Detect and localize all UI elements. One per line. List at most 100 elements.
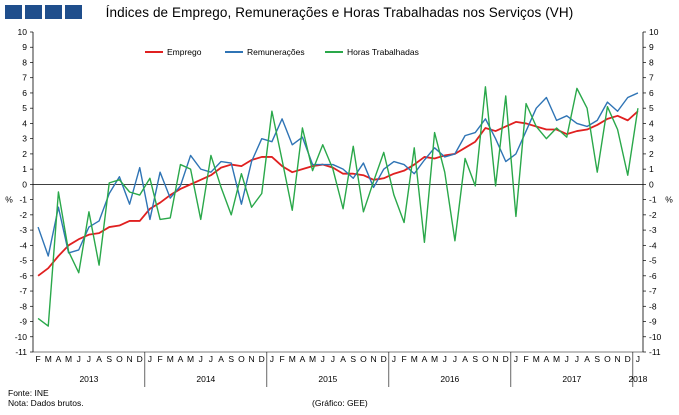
- y-tick-label-right: 5: [649, 103, 654, 113]
- x-tick-label-month: F: [401, 354, 406, 364]
- y-tick-label-left: 8: [22, 57, 27, 67]
- x-tick-label-month: S: [350, 354, 356, 364]
- x-tick-label-month: M: [553, 354, 560, 364]
- y-tick-label-right: 8: [649, 57, 654, 67]
- y-tick-label-right: -7: [649, 286, 657, 296]
- legend-label-horas: Horas Trabalhadas: [347, 47, 419, 57]
- x-tick-label-year: 2015: [318, 374, 337, 384]
- y-tick-label-right: 4: [649, 118, 654, 128]
- x-tick-label-month: M: [411, 354, 418, 364]
- y-tick-label-right: -6: [649, 271, 657, 281]
- y-tick-label-left: 10: [18, 27, 28, 37]
- y-tick-label-left: -11: [15, 347, 27, 357]
- logo: [5, 5, 82, 19]
- x-tick-label-month: M: [65, 354, 72, 364]
- x-tick-label-month: D: [381, 354, 387, 364]
- x-tick-label-month: J: [321, 354, 325, 364]
- x-tick-label-month: J: [514, 354, 518, 364]
- x-tick-label-month: O: [238, 354, 245, 364]
- source-text: Fonte: INE: [8, 388, 49, 398]
- x-tick-label-month: M: [533, 354, 540, 364]
- y-tick-label-left: 5: [22, 103, 27, 113]
- x-tick-label-month: N: [249, 354, 255, 364]
- x-tick-label-month: J: [453, 354, 457, 364]
- x-tick-label-month: A: [218, 354, 224, 364]
- x-tick-label-month: J: [199, 354, 203, 364]
- x-tick-label-month: D: [137, 354, 143, 364]
- x-tick-label-year: 2014: [196, 374, 215, 384]
- y-tick-label-left: -9: [19, 317, 27, 327]
- x-tick-label-month: A: [544, 354, 550, 364]
- x-tick-label-month: S: [228, 354, 234, 364]
- y-tick-label-left: 4: [22, 118, 27, 128]
- x-tick-label-month: F: [523, 354, 528, 364]
- x-tick-label-month: O: [116, 354, 123, 364]
- x-tick-label-month: S: [594, 354, 600, 364]
- legend-label-remuneracoes: Remunerações: [247, 47, 305, 57]
- x-tick-label-year: 2017: [562, 374, 581, 384]
- x-tick-label-month: A: [56, 354, 62, 364]
- x-tick-label-month: N: [493, 354, 499, 364]
- x-tick-label-year: 2016: [440, 374, 459, 384]
- note-text: Nota: Dados brutos.: [8, 398, 84, 408]
- y-tick-label-right: -9: [649, 317, 657, 327]
- x-tick-label-year: 2018: [628, 374, 647, 384]
- y-tick-label-left: 1: [22, 164, 27, 174]
- x-tick-label-month: O: [360, 354, 367, 364]
- logo-block: [45, 5, 62, 19]
- y-tick-label-right: -3: [649, 225, 657, 235]
- x-tick-label-month: J: [148, 354, 152, 364]
- y-tick-label-left: -10: [15, 332, 28, 342]
- y-tick-label-right: -11: [649, 347, 661, 357]
- y-tick-label-right: 0: [649, 179, 654, 189]
- x-tick-label-month: M: [309, 354, 316, 364]
- x-tick-label-month: M: [431, 354, 438, 364]
- y-tick-label-right: -8: [649, 301, 657, 311]
- y-tick-label-right: 3: [649, 134, 654, 144]
- x-tick-label-month: S: [472, 354, 478, 364]
- x-tick-label-month: D: [625, 354, 631, 364]
- y-tick-label-right: 7: [649, 73, 654, 83]
- legend-label-emprego: Emprego: [167, 47, 202, 57]
- x-tick-label-month: D: [259, 354, 265, 364]
- chart-title: Índices de Emprego, Remunerações e Horas…: [105, 5, 574, 20]
- x-tick-label-month: J: [331, 354, 335, 364]
- y-tick-label-left: 9: [22, 42, 27, 52]
- logo-block: [25, 5, 42, 19]
- y-tick-label-left: -3: [19, 225, 27, 235]
- x-tick-label-month: J: [270, 354, 274, 364]
- x-tick-label-month: J: [87, 354, 91, 364]
- logo-block: [65, 5, 82, 19]
- y-tick-label-right: 2: [649, 149, 654, 159]
- x-tick-label-month: O: [604, 354, 611, 364]
- x-tick-label-month: S: [106, 354, 112, 364]
- y-tick-label-right: -4: [649, 240, 657, 250]
- x-tick-label-month: A: [96, 354, 102, 364]
- y-tick-label-left: 7: [22, 73, 27, 83]
- y-tick-label-right: 1: [649, 164, 654, 174]
- x-tick-label-month: F: [279, 354, 284, 364]
- y-tick-label-right: -5: [649, 256, 657, 266]
- x-tick-label-month: M: [167, 354, 174, 364]
- y-tick-label-right: -10: [649, 332, 662, 342]
- x-tick-label-month: J: [565, 354, 569, 364]
- y-tick-label-left: -4: [19, 240, 27, 250]
- x-tick-label-month: A: [300, 354, 306, 364]
- x-tick-label-month: A: [462, 354, 468, 364]
- y-tick-label-left: 0: [22, 179, 27, 189]
- x-tick-label-month: N: [127, 354, 133, 364]
- series-line-emprego: [37, 110, 639, 277]
- x-tick-label-month: J: [209, 354, 213, 364]
- x-tick-label-year: 2013: [79, 374, 98, 384]
- x-tick-label-month: M: [289, 354, 296, 364]
- x-tick-label-month: A: [178, 354, 184, 364]
- x-tick-label-month: J: [392, 354, 396, 364]
- x-tick-label-month: M: [45, 354, 52, 364]
- y-tick-label-right: 10: [649, 27, 659, 37]
- series-line-remuneracoes: [37, 92, 639, 257]
- x-tick-label-month: A: [340, 354, 346, 364]
- y-tick-label-left: -2: [19, 210, 27, 220]
- y-tick-label-left: 2: [22, 149, 27, 159]
- y-tick-label-left: 6: [22, 88, 27, 98]
